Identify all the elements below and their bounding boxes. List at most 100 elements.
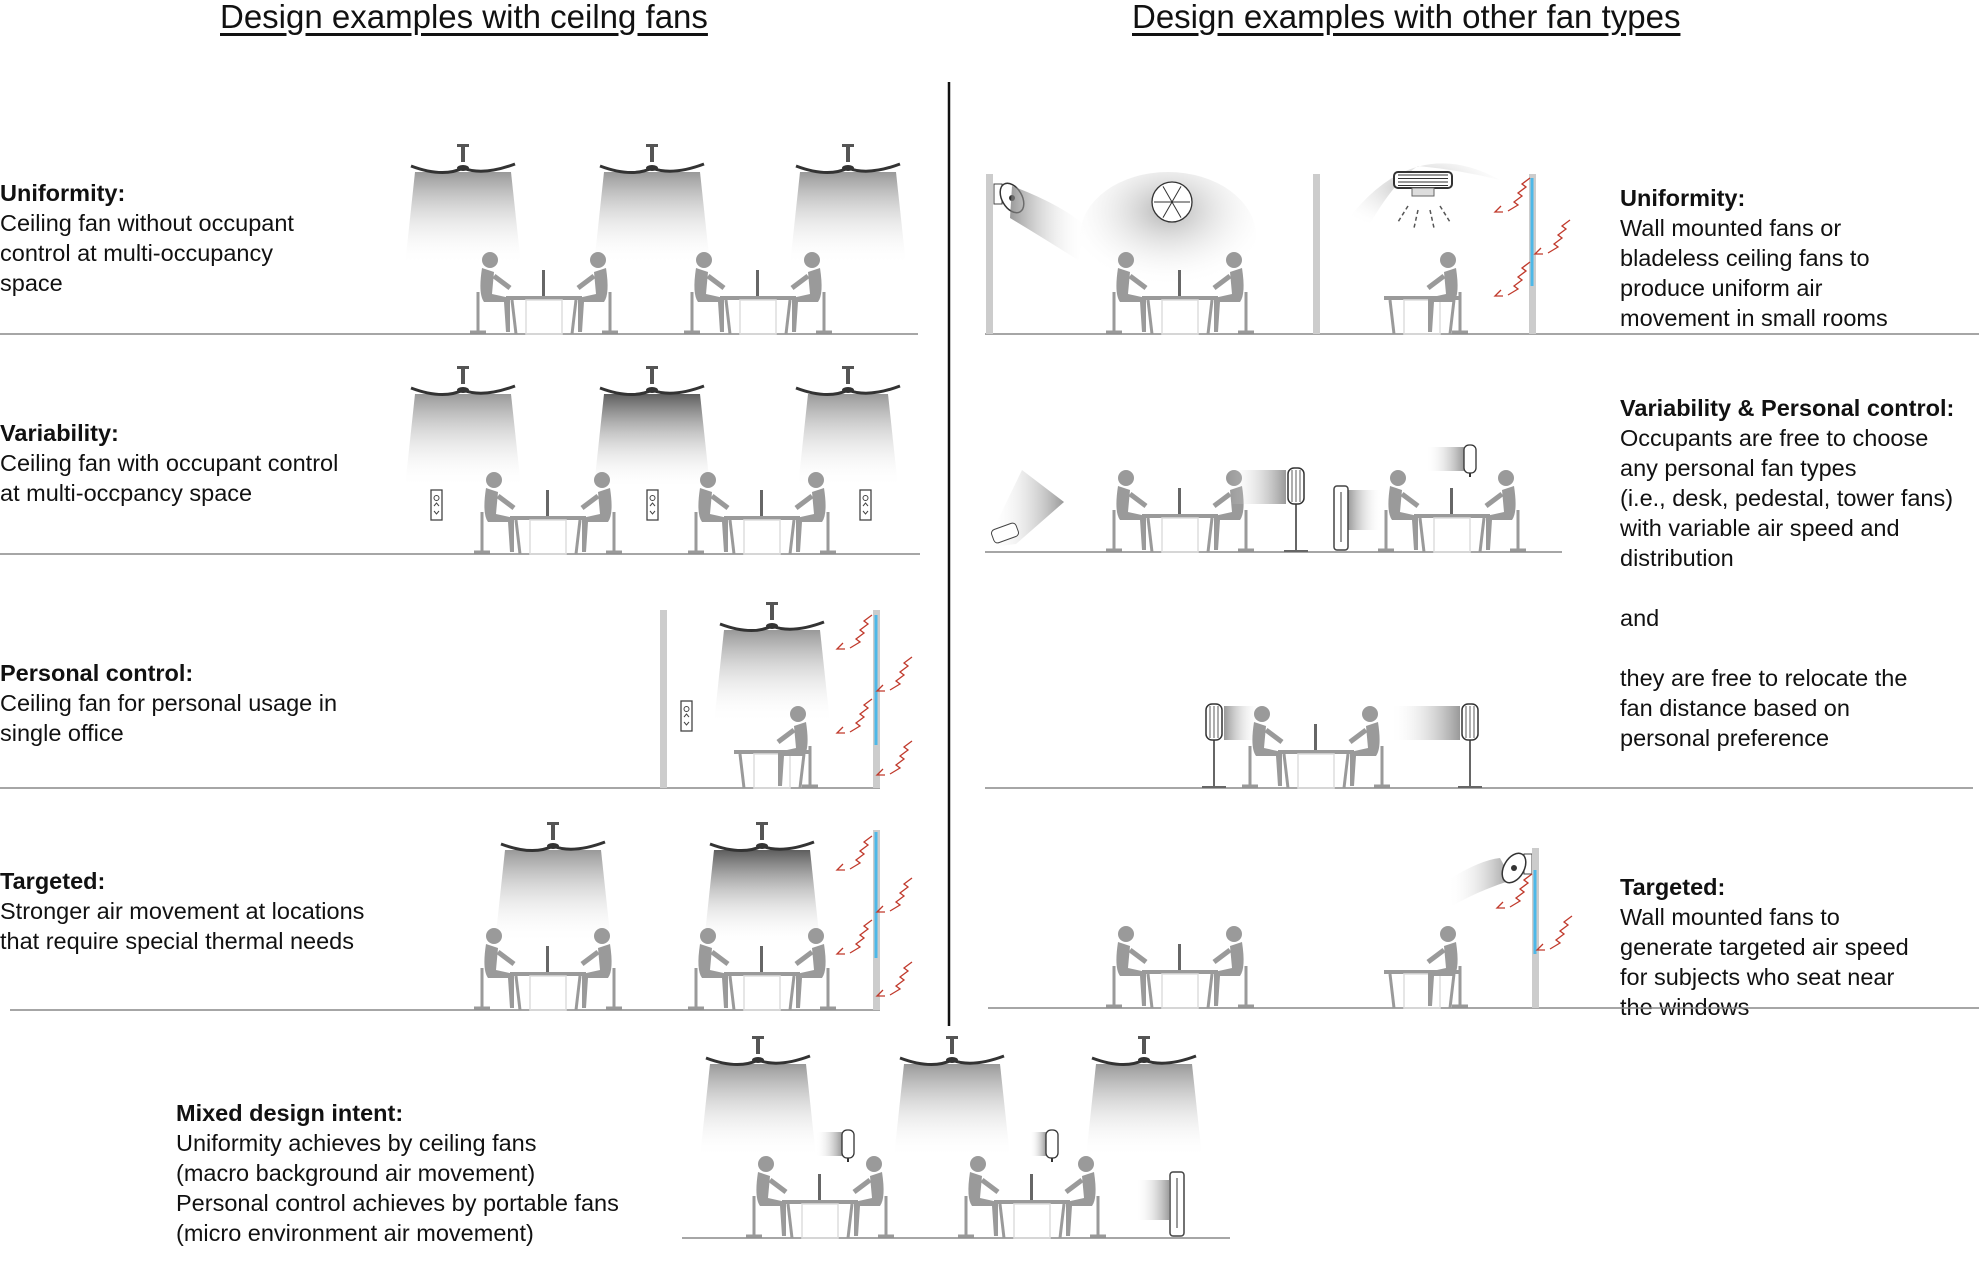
person-arm: [790, 274, 810, 290]
tower-fan-icon: [1333, 485, 1382, 551]
desk-leg: [1448, 299, 1456, 335]
control-knob: [862, 495, 869, 501]
seated-person: [852, 1156, 894, 1238]
desk-leg: [788, 519, 796, 555]
air-beam: [1426, 447, 1464, 471]
seated-person: [1378, 470, 1420, 552]
chair: [470, 292, 486, 334]
person-body: [1066, 1172, 1096, 1236]
heat-arrow: [1507, 261, 1531, 296]
desk-leg: [574, 519, 582, 555]
heat-arrowhead: [875, 684, 885, 692]
person-head: [700, 472, 716, 488]
seated-person: [790, 252, 832, 334]
air-beam: [1348, 490, 1382, 530]
person-head: [790, 706, 806, 722]
chair: [688, 968, 704, 1010]
desk: [734, 750, 810, 789]
monitor: [1030, 1174, 1033, 1200]
desk-leg: [1418, 517, 1426, 553]
fan-rod: [551, 824, 555, 840]
chair: [820, 968, 836, 1010]
desk: [724, 490, 800, 555]
right-uniformity-title: Uniformity:: [1620, 185, 1746, 211]
fan-mount: [457, 144, 469, 147]
heat-arrowhead: [835, 947, 845, 955]
person-body: [1116, 268, 1146, 332]
left-personal-body: Ceiling fan for personal usage in single…: [0, 690, 338, 746]
air-flow-cone: [594, 394, 710, 487]
person-arm: [1264, 728, 1284, 744]
fan-hub: [457, 387, 469, 393]
desk: [782, 1174, 858, 1239]
person-body: [778, 722, 808, 786]
ceiling-fan-icon: [405, 366, 521, 487]
person-arm: [1128, 274, 1148, 290]
air-flow-cone: [594, 172, 710, 265]
left-wall: [986, 174, 993, 334]
left-uniformity-text: Uniformity: Ceiling fan without occupant …: [0, 148, 294, 298]
fan-base: [1411, 187, 1435, 197]
chair: [802, 746, 818, 788]
person-body: [698, 488, 728, 552]
desk-fan-icon: [1426, 444, 1477, 477]
monitor: [760, 490, 763, 516]
desk-panel: [801, 1203, 839, 1239]
person-arm: [1426, 948, 1446, 964]
left-variability-title: Variability:: [0, 420, 119, 446]
right-variability-text: Variability & Personal control: Occupants…: [1620, 363, 1954, 753]
desk-leg: [514, 975, 522, 1011]
person-body: [1428, 942, 1458, 1006]
right-targeted-text: Targeted: Wall mounted fans to generate t…: [1620, 842, 1909, 1022]
chair: [1242, 746, 1258, 788]
person-arm: [1064, 1178, 1084, 1194]
desk-panel: [1297, 753, 1335, 789]
fan-hub: [547, 843, 559, 849]
control-box: [430, 489, 443, 521]
desk: [1414, 488, 1490, 553]
air-flow-cone: [1086, 1064, 1202, 1157]
wall-mounted-fan-icon: [1501, 852, 1533, 884]
chair: [474, 968, 490, 1010]
desk-leg: [1058, 1203, 1066, 1239]
person-body: [792, 268, 822, 332]
person-body: [484, 488, 514, 552]
desk-leg: [1146, 973, 1154, 1009]
person-arm: [492, 274, 512, 290]
control-box: [646, 489, 659, 521]
person-arm: [1212, 492, 1232, 508]
person-head: [1498, 470, 1514, 486]
seated-person: [1106, 470, 1148, 552]
heat-arrowhead: [835, 726, 845, 734]
desk-leg: [1206, 299, 1214, 335]
desk: [994, 1174, 1070, 1239]
desk-top: [724, 972, 800, 976]
heat-arrowhead: [875, 768, 885, 776]
person-arm: [1212, 948, 1232, 964]
heat-arrowhead: [1535, 943, 1545, 951]
person-arm: [852, 1178, 872, 1194]
chair: [878, 1196, 894, 1238]
chair: [684, 292, 700, 334]
solar-heat-arrows: [1495, 873, 1573, 951]
window-wall: [1529, 174, 1536, 334]
desk-top: [720, 296, 796, 300]
person-head: [1254, 706, 1270, 722]
control-knob: [649, 495, 656, 501]
heat-arrow: [849, 698, 873, 733]
desk-top: [1142, 296, 1218, 300]
monitor: [546, 490, 549, 516]
desk-leg: [1448, 973, 1456, 1009]
desk-panel: [1161, 973, 1199, 1009]
fan-rod: [756, 1038, 760, 1054]
control-panel-icon: [646, 489, 659, 521]
left-targeted-text: Targeted: Stronger air movement at locati…: [0, 836, 364, 956]
person-arm: [1212, 274, 1232, 290]
heat-arrow: [849, 919, 873, 954]
desk-leg: [786, 1203, 794, 1239]
left-variability-body: Ceiling fan with occupant control at mul…: [0, 450, 339, 506]
person-head: [1226, 926, 1242, 942]
desk-top: [510, 516, 586, 520]
fan-mount: [1138, 1036, 1150, 1039]
control-knob: [433, 495, 440, 501]
